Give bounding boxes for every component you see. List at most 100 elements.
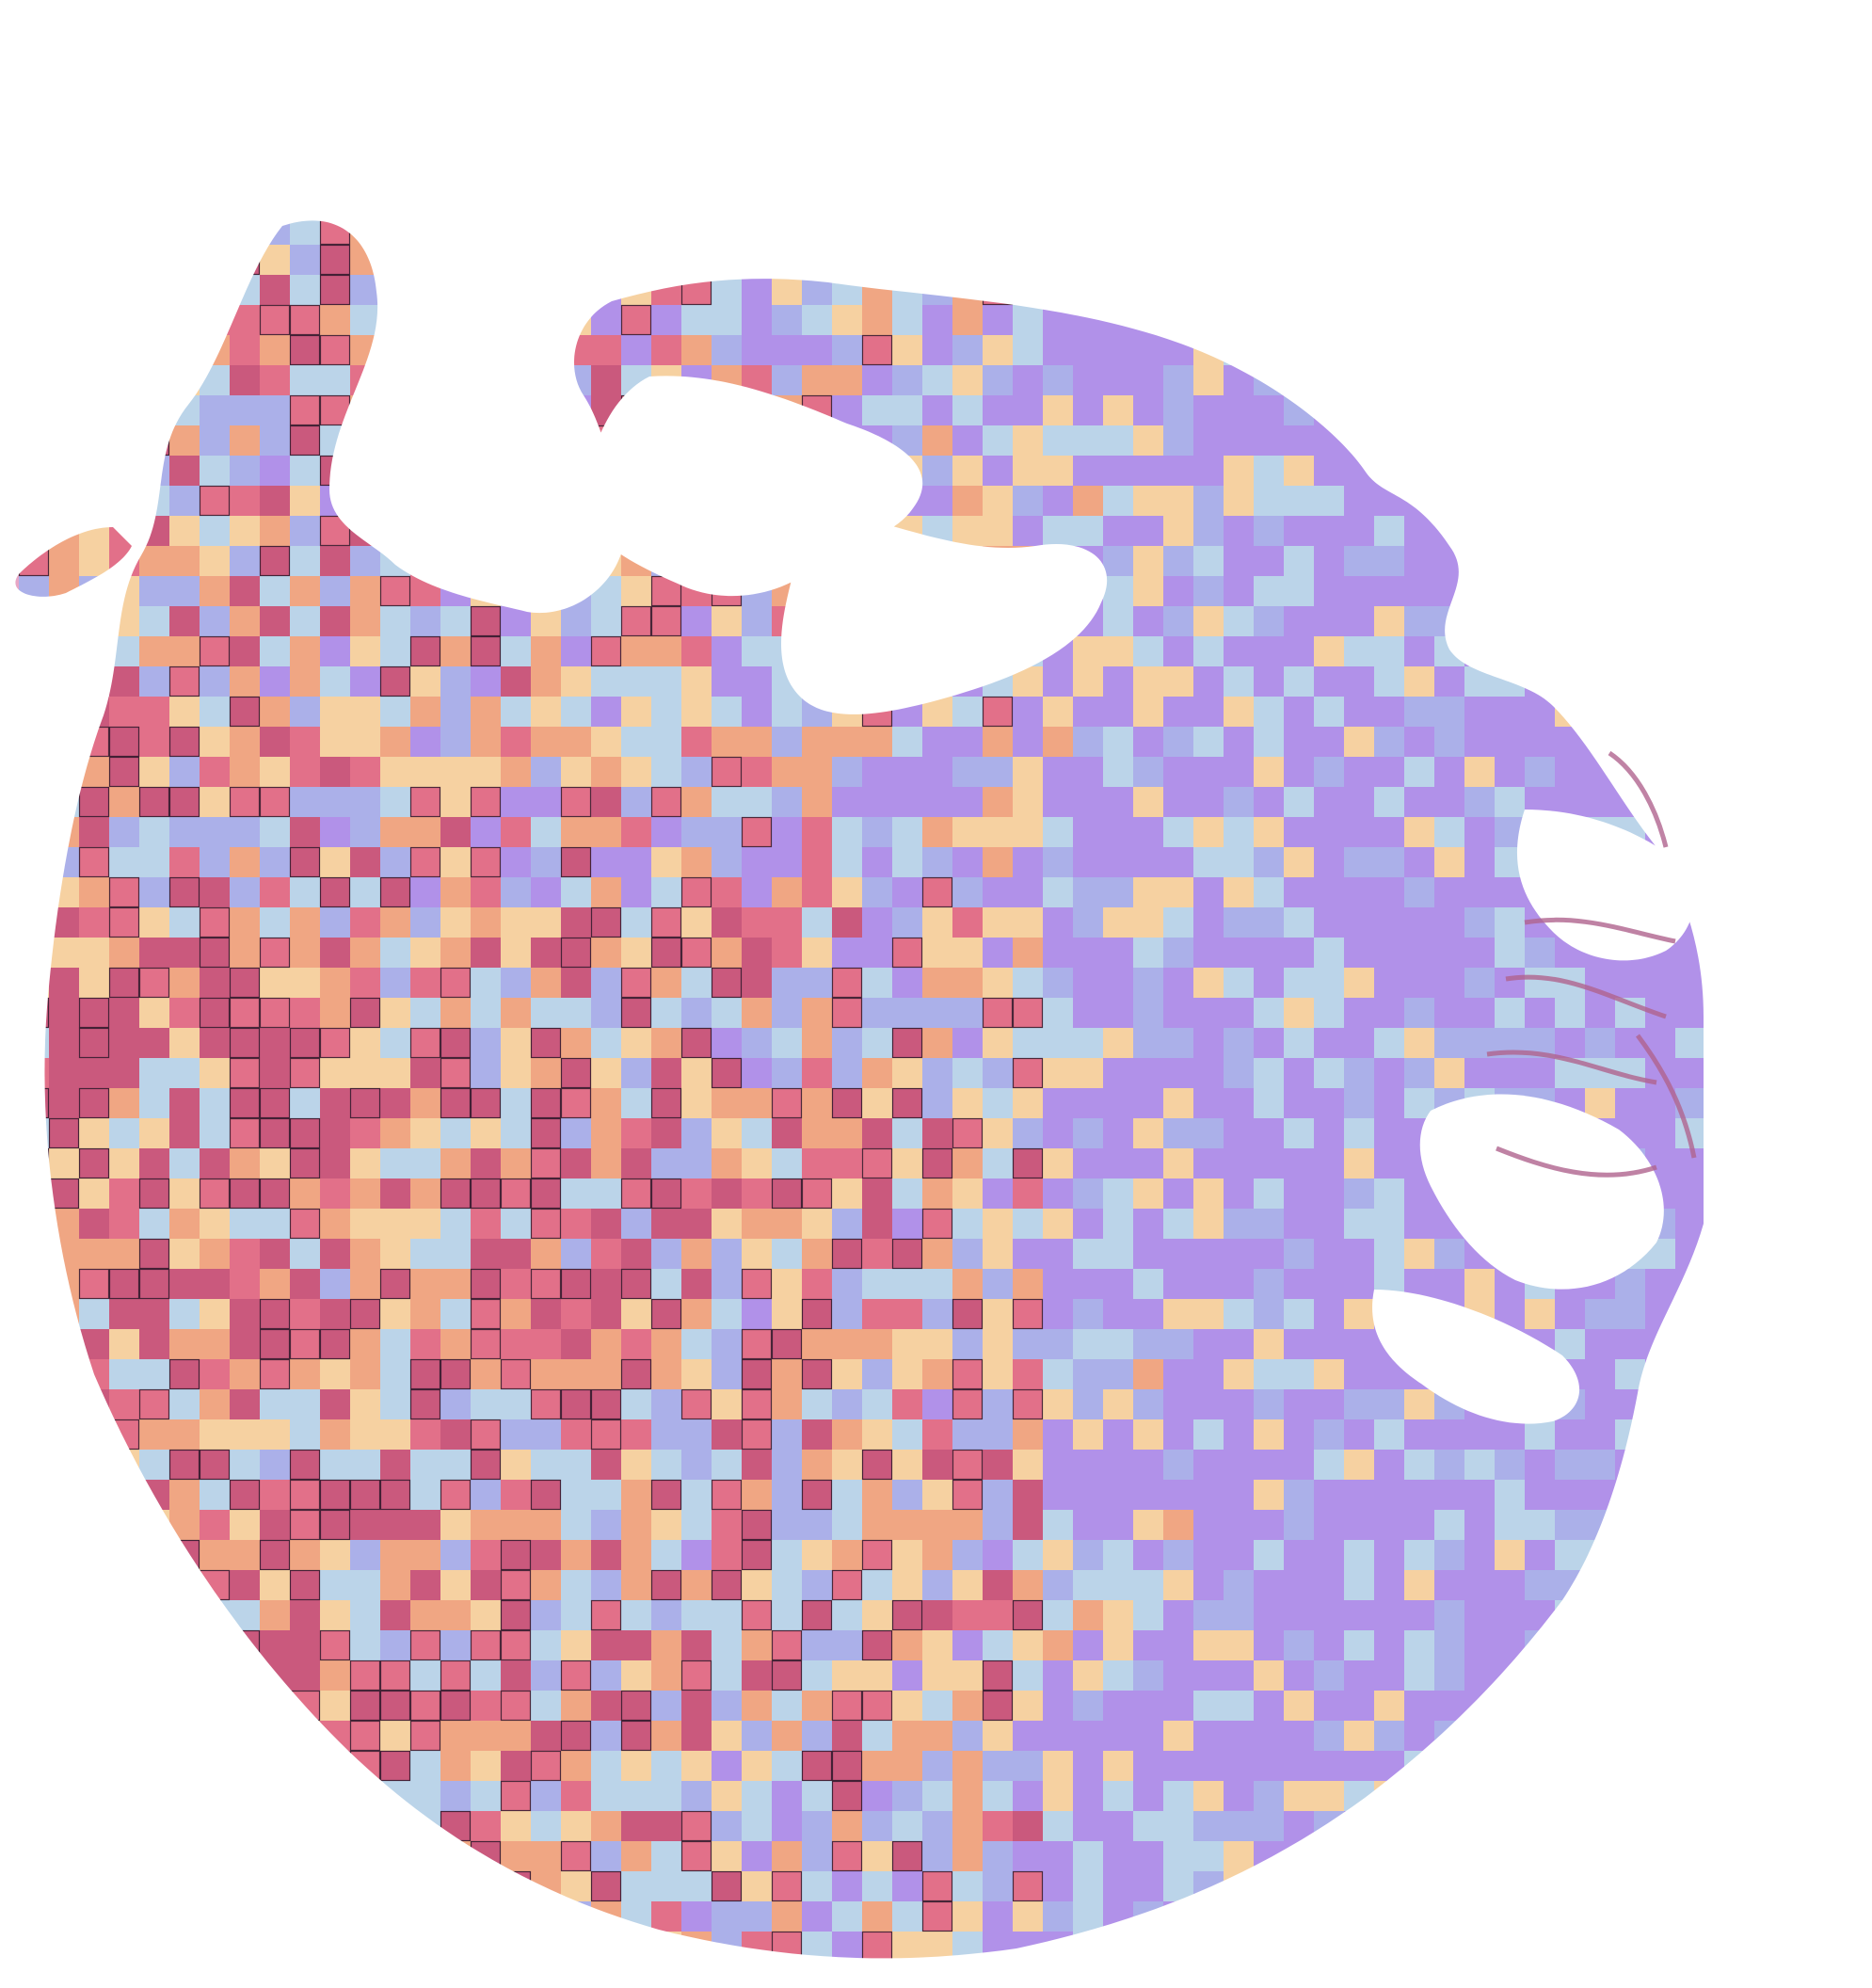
heatmap-tile xyxy=(1675,1419,1704,1450)
heatmap-tile xyxy=(1133,1660,1163,1691)
heatmap-tile xyxy=(230,1480,260,1510)
heatmap-tile xyxy=(320,1269,350,1299)
heatmap-tile xyxy=(1555,1329,1585,1359)
heatmap-tile xyxy=(591,847,621,877)
heatmap-tile xyxy=(1043,1660,1073,1691)
heatmap-tile xyxy=(501,1148,531,1178)
heatmap-tile xyxy=(1705,305,1736,335)
heatmap-tile xyxy=(681,576,712,606)
heatmap-tile xyxy=(1163,305,1193,335)
heatmap-tile xyxy=(892,1660,922,1691)
heatmap-tile xyxy=(19,220,49,245)
heatmap-tile xyxy=(139,757,169,787)
heatmap-tile xyxy=(1434,757,1464,787)
heatmap-tile xyxy=(440,1480,471,1510)
heatmap-tile xyxy=(501,968,531,998)
heatmap-tile xyxy=(1193,636,1224,666)
heatmap-tile xyxy=(1464,154,1495,184)
highest-score-tile-outline xyxy=(319,1629,351,1661)
heatmap-tile xyxy=(19,1480,49,1510)
heatmap-tile xyxy=(742,1510,772,1540)
heatmap-tile xyxy=(1254,968,1284,998)
heatmap-tile xyxy=(712,817,742,847)
heatmap-tile xyxy=(1254,938,1284,968)
heatmap-tile xyxy=(79,1570,109,1600)
heatmap-tile xyxy=(501,907,531,938)
heatmap-tile xyxy=(651,395,681,425)
heatmap-tile xyxy=(1374,1691,1404,1721)
heatmap-tile xyxy=(1404,1962,1434,1988)
heatmap-tile xyxy=(501,1058,531,1088)
heatmap-tile xyxy=(1284,184,1314,215)
heatmap-tile xyxy=(1344,335,1374,365)
heatmap-tile xyxy=(1163,1239,1193,1269)
heatmap-tile xyxy=(200,998,230,1028)
heatmap-tile xyxy=(260,1932,290,1959)
heatmap-tile xyxy=(109,1118,139,1148)
heatmap-tile xyxy=(1464,1450,1495,1480)
heatmap-tile xyxy=(350,1148,380,1178)
heatmap-tile xyxy=(1224,606,1254,636)
highest-score-tile-outline xyxy=(771,1328,803,1360)
heatmap-tile xyxy=(1103,1088,1133,1118)
heatmap-tile xyxy=(1284,395,1314,425)
heatmap-tile xyxy=(1585,154,1615,184)
heatmap-tile xyxy=(1404,1721,1434,1751)
heatmap-tile xyxy=(1103,1299,1133,1329)
heatmap-tile xyxy=(109,1359,139,1389)
heatmap-tile xyxy=(501,1932,531,1959)
heatmap-tile xyxy=(802,757,832,787)
heatmap-tile xyxy=(79,697,109,727)
heatmap-tile xyxy=(260,1540,290,1570)
heatmap-tile xyxy=(742,1570,772,1600)
heatmap-tile xyxy=(832,546,862,576)
heatmap-tile xyxy=(1254,907,1284,938)
heatmap-tile xyxy=(380,1811,410,1841)
heatmap-tile xyxy=(772,1781,802,1811)
heatmap-tile xyxy=(350,516,380,546)
heatmap-tile xyxy=(1404,1811,1434,1841)
heatmap-tile xyxy=(139,546,169,576)
heatmap-tile xyxy=(1615,1932,1645,1959)
heatmap-tile xyxy=(260,907,290,938)
heatmap-tile xyxy=(802,666,832,697)
heatmap-tile xyxy=(200,727,230,757)
heatmap-tile xyxy=(742,335,772,365)
heatmap-tile xyxy=(1073,1871,1103,1901)
heatmap-tile xyxy=(471,365,501,395)
heatmap-tile xyxy=(742,968,772,998)
heatmap-tile xyxy=(1645,697,1675,727)
heatmap-tile xyxy=(591,154,621,184)
heatmap-tile xyxy=(1344,1691,1374,1721)
heatmap-tile xyxy=(1645,968,1675,998)
heatmap-tile xyxy=(681,1359,712,1389)
heatmap-tile xyxy=(169,1118,200,1148)
heatmap-tile xyxy=(531,1600,561,1630)
heatmap-tile xyxy=(952,938,983,968)
highest-score-tile-outline xyxy=(530,1027,562,1059)
heatmap-tile xyxy=(320,335,350,365)
heatmap-tile xyxy=(651,516,681,546)
highest-score-tile-outline xyxy=(138,1268,170,1300)
heatmap-tile xyxy=(802,94,832,124)
highest-score-tile-outline xyxy=(470,1298,502,1330)
heatmap-tile xyxy=(651,938,681,968)
heatmap-tile xyxy=(742,1841,772,1871)
highest-score-tile-outline xyxy=(831,997,863,1029)
heatmap-tile xyxy=(1013,546,1043,576)
heatmap-tile xyxy=(983,1630,1013,1660)
heatmap-tile xyxy=(1254,576,1284,606)
heatmap-tile xyxy=(471,877,501,907)
heatmap-tile xyxy=(169,1209,200,1239)
heatmap-tile xyxy=(621,1419,651,1450)
heatmap-tile xyxy=(1043,305,1073,335)
heatmap-tile xyxy=(1404,1480,1434,1510)
heatmap-tile xyxy=(1495,787,1525,817)
heatmap-tile xyxy=(49,1841,79,1871)
heatmap-tile xyxy=(1525,1118,1555,1148)
highest-score-tile-outline xyxy=(620,394,652,426)
heatmap-tile xyxy=(109,606,139,636)
heatmap-tile xyxy=(109,154,139,184)
heatmap-tile xyxy=(1133,1299,1163,1329)
heatmap-tile xyxy=(1103,1691,1133,1721)
